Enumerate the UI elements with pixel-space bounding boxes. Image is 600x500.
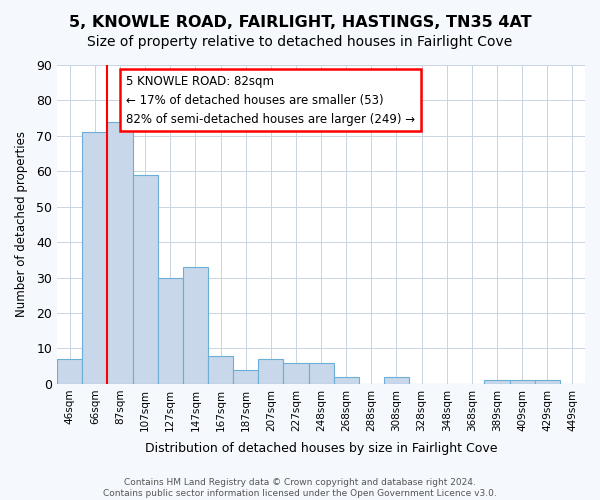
X-axis label: Distribution of detached houses by size in Fairlight Cove: Distribution of detached houses by size … bbox=[145, 442, 497, 455]
Text: Contains HM Land Registry data © Crown copyright and database right 2024.
Contai: Contains HM Land Registry data © Crown c… bbox=[103, 478, 497, 498]
Y-axis label: Number of detached properties: Number of detached properties bbox=[15, 132, 28, 318]
Text: 5 KNOWLE ROAD: 82sqm
← 17% of detached houses are smaller (53)
82% of semi-detac: 5 KNOWLE ROAD: 82sqm ← 17% of detached h… bbox=[126, 74, 415, 126]
Bar bbox=[183, 267, 208, 384]
Bar bbox=[509, 380, 535, 384]
Bar bbox=[57, 359, 82, 384]
Text: Size of property relative to detached houses in Fairlight Cove: Size of property relative to detached ho… bbox=[88, 35, 512, 49]
Bar bbox=[535, 380, 560, 384]
Bar bbox=[334, 377, 359, 384]
Bar bbox=[208, 356, 233, 384]
Bar bbox=[107, 122, 133, 384]
Bar bbox=[258, 359, 283, 384]
Bar bbox=[283, 362, 308, 384]
Bar bbox=[82, 132, 107, 384]
Bar bbox=[133, 175, 158, 384]
Bar bbox=[233, 370, 258, 384]
Bar bbox=[308, 362, 334, 384]
Bar bbox=[158, 278, 183, 384]
Text: 5, KNOWLE ROAD, FAIRLIGHT, HASTINGS, TN35 4AT: 5, KNOWLE ROAD, FAIRLIGHT, HASTINGS, TN3… bbox=[68, 15, 532, 30]
Bar bbox=[484, 380, 509, 384]
Bar bbox=[384, 377, 409, 384]
